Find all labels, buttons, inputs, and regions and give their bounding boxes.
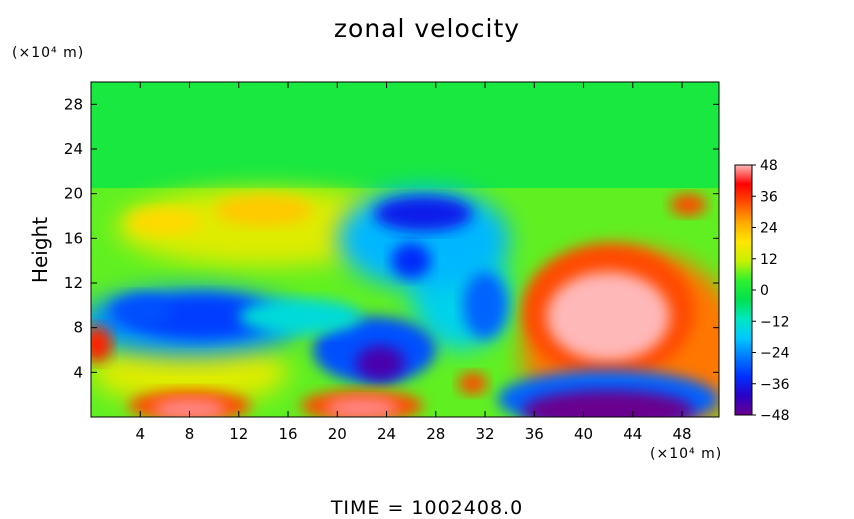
y-axis: 4 8 12 16 20 24 28 [64, 95, 719, 381]
heatmap-cell [127, 208, 202, 235]
chart-title: zonal velocity [333, 14, 521, 43]
heatmap-cell [91, 326, 112, 363]
plot-frame [90, 81, 720, 418]
y-tick-label: 12 [64, 274, 83, 292]
y-tick-label: 20 [64, 185, 83, 203]
x-tick-label: 4 [135, 425, 145, 443]
heatmap-cell [238, 298, 362, 335]
x-axis: 4 8 12 16 20 24 28 32 36 40 44 48 [135, 82, 692, 443]
colorbar-tick-label: 48 [760, 158, 778, 174]
colorbar-tick-label: −48 [760, 408, 790, 424]
colorbar: 48 36 24 12 0 −12 −24 −36 −48 [734, 158, 790, 424]
x-tick-label: 32 [475, 425, 494, 443]
heatmap-field [91, 82, 719, 417]
heatmap-cell [546, 271, 670, 362]
y-axis-unit-label: (×10⁴ m) [12, 45, 85, 61]
x-tick-label: 8 [185, 425, 195, 443]
colorbar-tick-label: 36 [760, 189, 778, 205]
heatmap-cell [522, 390, 695, 417]
x-tick-label: 48 [673, 425, 692, 443]
x-tick-label: 44 [623, 425, 642, 443]
heatmap-cell [109, 294, 172, 328]
x-tick-label: 36 [525, 425, 544, 443]
heatmap-cell [355, 345, 406, 382]
heatmap-cell [91, 338, 289, 406]
x-tick-label: 12 [229, 425, 248, 443]
x-tick-label: 24 [377, 425, 396, 443]
heatmap-cell [669, 193, 707, 216]
x-tick-label: 16 [278, 425, 297, 443]
x-axis-unit-label: (×10⁴ m) [650, 446, 723, 462]
y-tick-label: 4 [73, 363, 83, 381]
heatmap-cell [152, 398, 227, 417]
colorbar-tick-label: −24 [760, 346, 790, 362]
heatmap-cell [214, 194, 313, 227]
x-tick-label: 28 [426, 425, 445, 443]
heatmap-cell [115, 188, 412, 267]
y-tick-label: 16 [64, 229, 83, 247]
colorbar-tick-label: 12 [760, 252, 778, 268]
colorbar-scale [734, 164, 753, 416]
heatmap-cell [374, 195, 473, 232]
y-tick-label: 28 [64, 95, 83, 113]
colorbar-tick-label: −12 [760, 314, 790, 330]
colorbar-tick-label: 24 [760, 221, 778, 237]
colorbar-tick-label: 0 [760, 283, 769, 299]
heatmap-cell [457, 372, 488, 395]
heatmap-cell [391, 242, 431, 279]
heatmap-cell [324, 396, 399, 417]
x-tick-label: 20 [328, 425, 347, 443]
colorbar-tick-label: −36 [760, 377, 790, 393]
heatmap-cell [462, 271, 508, 339]
y-tick-label: 24 [64, 140, 83, 158]
y-tick-label: 8 [73, 319, 83, 337]
colorbar-ticks: 48 36 24 12 0 −12 −24 −36 −48 [752, 158, 790, 424]
time-footer: TIME = 1002408.0 [330, 497, 524, 519]
x-tick-label: 40 [574, 425, 593, 443]
